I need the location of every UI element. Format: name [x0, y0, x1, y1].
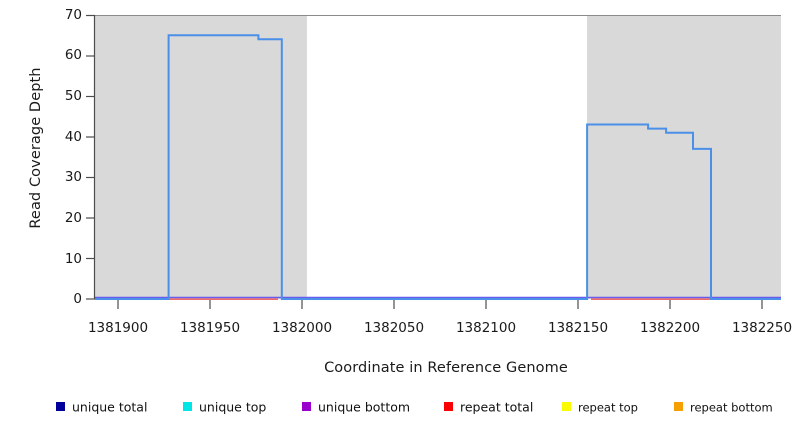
y-tick-label-0: 0: [73, 291, 82, 307]
legend-item-repeat-top[interactable]: repeat top: [562, 398, 638, 416]
y-tick-label-60: 60: [64, 47, 82, 63]
y-tick-label-10: 10: [64, 251, 82, 267]
legend-item-unique-total[interactable]: unique total: [56, 398, 147, 416]
x-tick-label-1382200: 1382200: [639, 320, 701, 336]
legend-label-repeat-top: repeat top: [578, 400, 638, 415]
legend-swatch-repeat-top: [562, 402, 571, 411]
legend-swatch-unique-bottom: [302, 402, 311, 411]
coverage-step-curve: [95, 34, 781, 300]
legend-swatch-repeat-bottom: [674, 402, 683, 411]
legend-swatch-repeat-total: [444, 402, 453, 411]
legend-label-unique-bottom: unique bottom: [318, 399, 411, 415]
x-tick-label-1382150: 1382150: [547, 320, 609, 336]
x-tick-label-1382000: 1382000: [271, 320, 333, 336]
legend-item-unique-bottom[interactable]: unique bottom: [302, 398, 410, 416]
x-tick-label-1382100: 1382100: [455, 320, 517, 336]
legend-label-repeat-total: repeat total: [460, 399, 534, 415]
x-axis-title: Coordinate in Reference Genome: [324, 360, 568, 376]
chart-legend: unique total unique top unique bottom re…: [0, 398, 792, 418]
legend-swatch-unique-total: [56, 402, 65, 411]
x-tick-label-1382250: 1382250: [731, 320, 792, 336]
y-tick-label-50: 50: [64, 88, 82, 104]
shaded-region-right: [587, 15, 781, 299]
y-tick-label-30: 30: [64, 169, 82, 185]
legend-label-repeat-bottom: repeat bottom: [690, 400, 773, 415]
legend-label-unique-top: unique top: [199, 399, 267, 415]
x-tick-label-1382050: 1382050: [363, 320, 425, 336]
legend-item-repeat-bottom[interactable]: repeat bottom: [674, 398, 773, 416]
y-tick-label-20: 20: [64, 210, 82, 226]
x-tick-label-1381900: 1381900: [87, 320, 149, 336]
legend-label-unique-total: unique total: [72, 399, 148, 415]
shaded-region-left: [95, 15, 307, 299]
y-tick-label-40: 40: [64, 129, 82, 145]
x-tick-label-1381950: 1381950: [179, 320, 241, 336]
legend-item-unique-top[interactable]: unique top: [183, 398, 266, 416]
legend-swatch-unique-top: [183, 402, 192, 411]
legend-item-repeat-total[interactable]: repeat total: [444, 398, 533, 416]
y-tick-label-70: 70: [64, 7, 82, 23]
